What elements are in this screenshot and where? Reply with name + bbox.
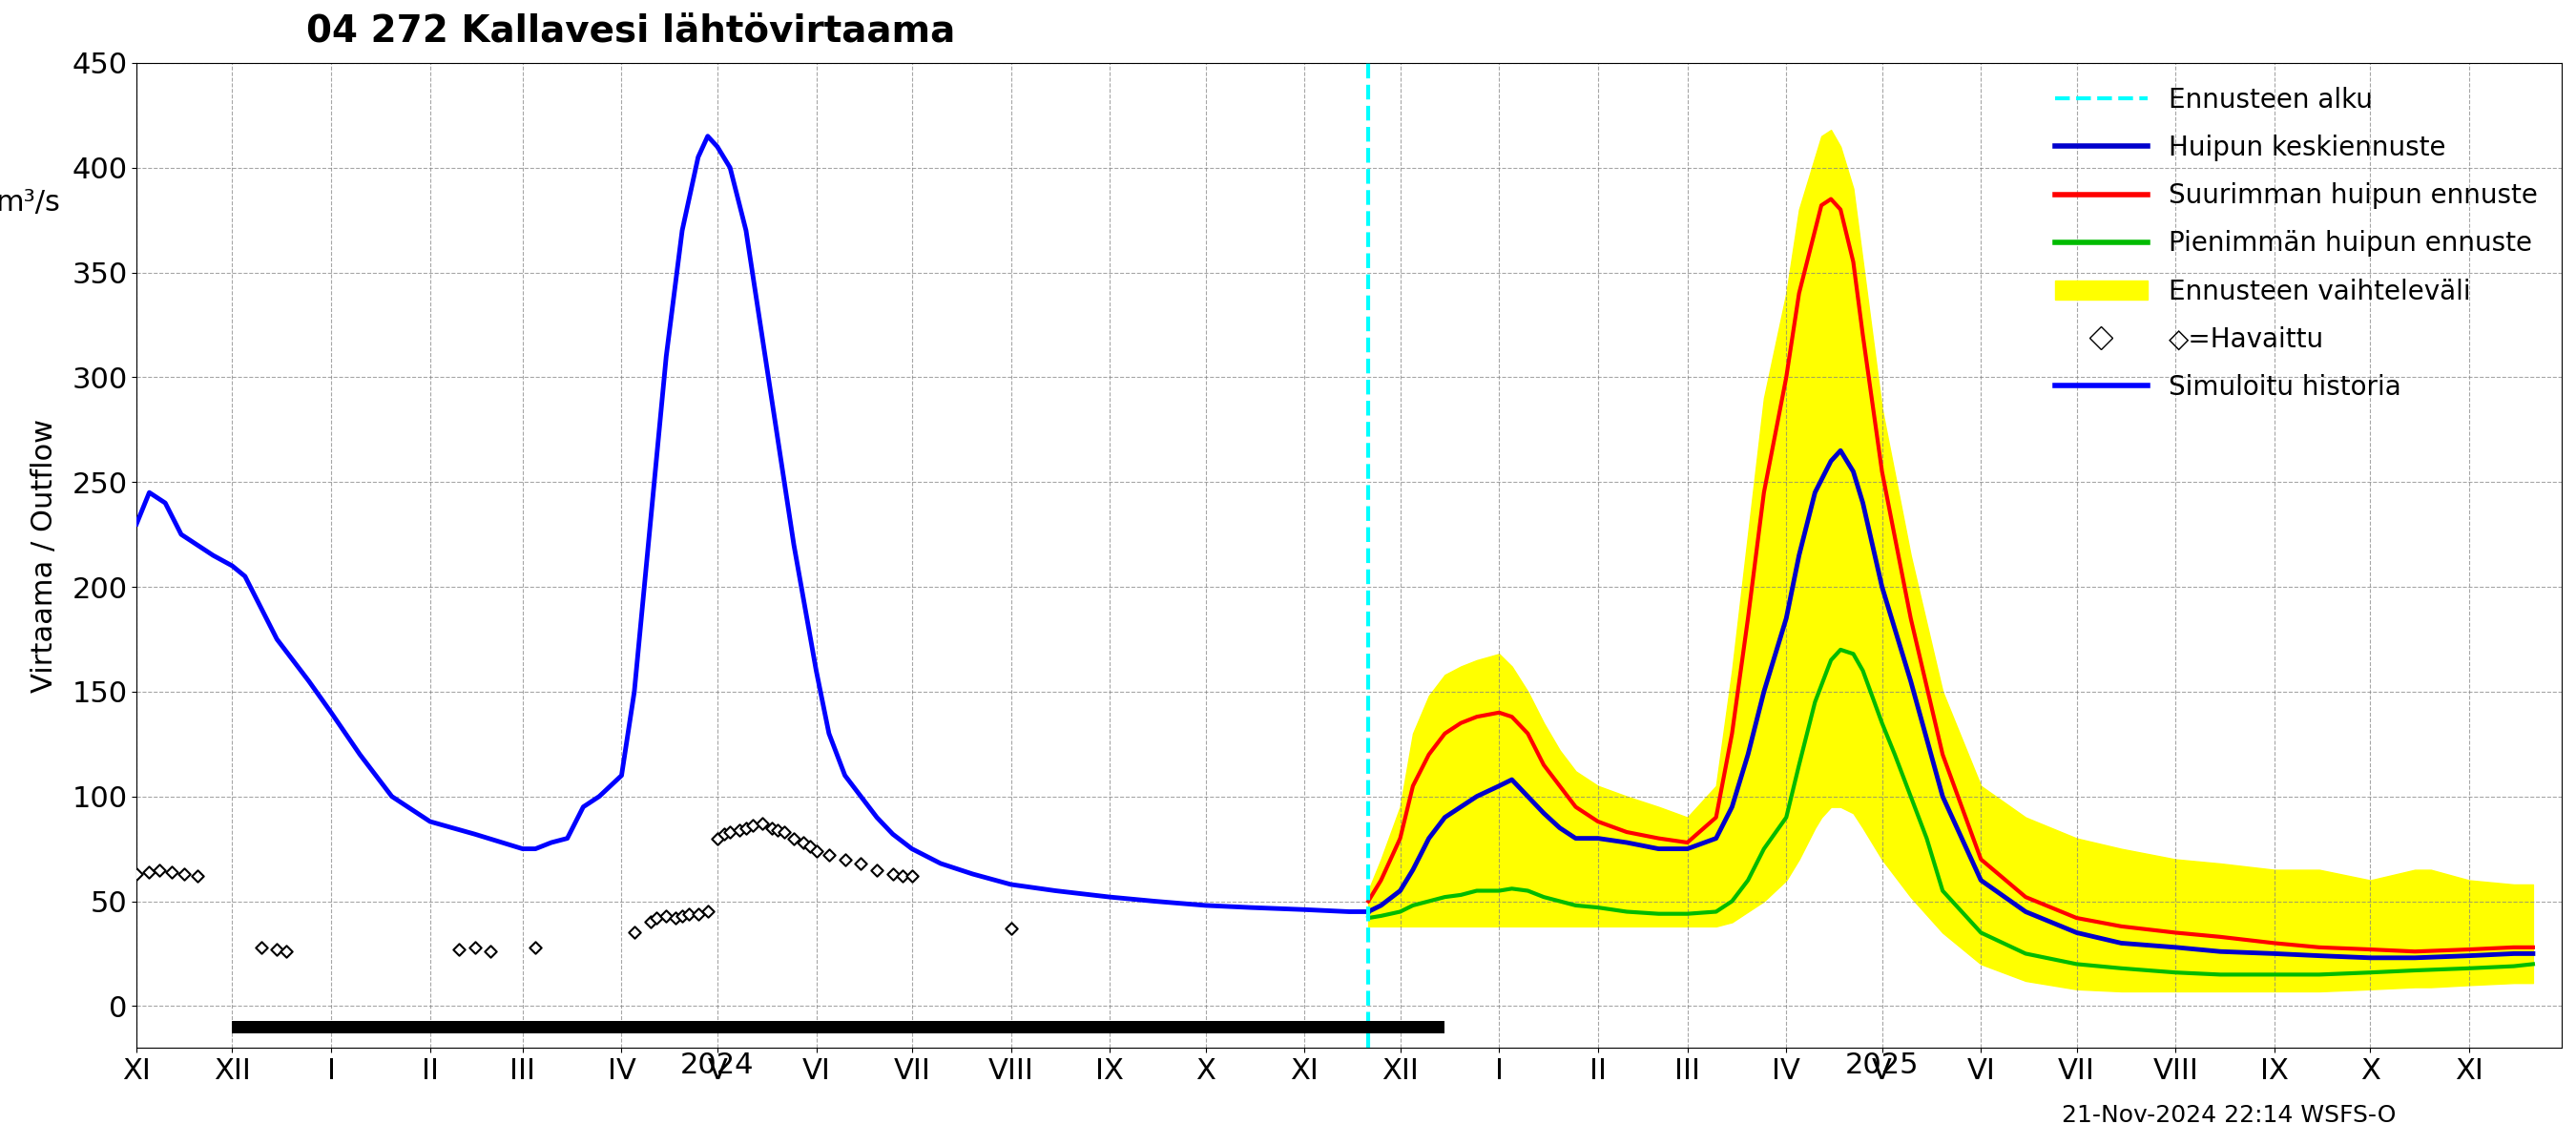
Point [788, 837, 829, 855]
Text: 21-Nov-2024 22:14 WSFS-O: 21-Nov-2024 22:14 WSFS-O [2061, 1104, 2396, 1127]
Point [165, 864, 206, 883]
Point [438, 940, 479, 958]
Point [129, 862, 170, 881]
Point [139, 861, 180, 879]
Point [783, 834, 824, 852]
Text: 2025: 2025 [1844, 1051, 1919, 1079]
Point [742, 814, 783, 832]
Point [726, 819, 768, 837]
Point [613, 924, 654, 942]
Point [629, 913, 670, 931]
Point [824, 850, 866, 868]
Point [178, 867, 219, 885]
Point [265, 942, 307, 961]
Point [796, 842, 837, 860]
Point [677, 905, 719, 923]
Point [152, 862, 193, 881]
Point [809, 846, 850, 864]
Point [636, 909, 677, 927]
Text: 2024: 2024 [680, 1051, 755, 1079]
Point [732, 816, 773, 835]
Point [757, 821, 799, 839]
Point [855, 861, 896, 879]
Point [703, 826, 744, 844]
Point [762, 823, 804, 842]
Point [708, 823, 750, 842]
Point [667, 905, 708, 923]
Point [453, 938, 495, 956]
Point [116, 864, 157, 883]
Text: 04 272 Kallavesi lähtövirtaama: 04 272 Kallavesi lähtövirtaama [307, 14, 956, 50]
Y-axis label: Virtaama / Outflow: Virtaama / Outflow [31, 418, 59, 693]
Point [696, 829, 737, 847]
Point [752, 819, 793, 837]
Point [471, 942, 513, 961]
Point [515, 938, 556, 956]
Point [773, 829, 814, 847]
Point [654, 909, 696, 927]
Text: m³/s: m³/s [0, 189, 59, 216]
Point [662, 907, 703, 925]
Point [688, 902, 729, 921]
Point [881, 867, 922, 885]
Point [719, 821, 760, 839]
Point [240, 938, 281, 956]
Point [647, 907, 688, 925]
Point [840, 854, 881, 872]
Point [989, 919, 1030, 938]
Point [891, 867, 933, 885]
Point [873, 864, 914, 883]
Legend: Ennusteen alku, Huipun keskiennuste, Suurimman huipun ennuste, Pienimmän huipun : Ennusteen alku, Huipun keskiennuste, Suu… [2045, 76, 2548, 411]
Point [258, 940, 299, 958]
